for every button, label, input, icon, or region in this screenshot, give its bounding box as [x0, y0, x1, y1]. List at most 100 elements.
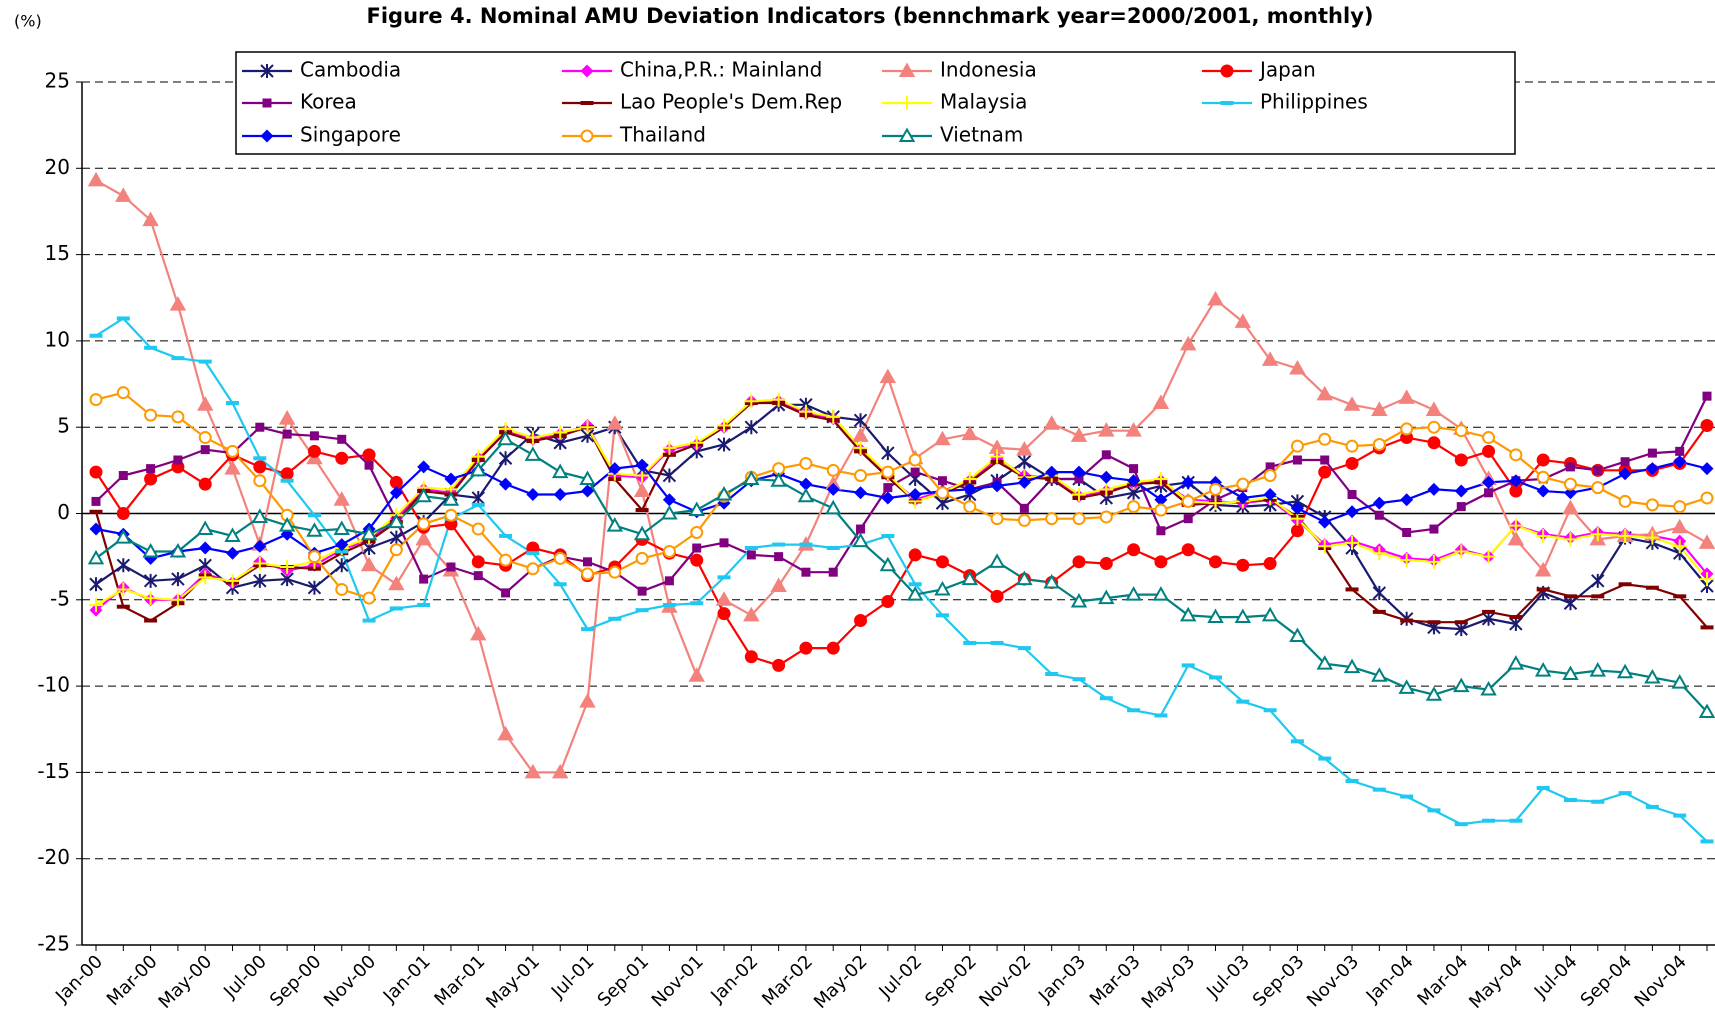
marker: [1563, 594, 1577, 599]
marker: [526, 551, 540, 556]
marker: [635, 551, 649, 565]
marker: [1017, 475, 1031, 489]
marker: [1482, 609, 1496, 614]
marker: [1400, 493, 1414, 507]
marker: [1099, 482, 1114, 497]
marker: [1563, 596, 1578, 611]
marker: [389, 530, 404, 545]
x-tick-label: May-01: [482, 951, 544, 1013]
marker: [282, 429, 292, 439]
marker: [1072, 677, 1086, 682]
marker: [799, 641, 813, 655]
marker: [990, 479, 1004, 493]
marker: [1618, 582, 1632, 587]
marker: [1125, 586, 1142, 601]
marker: [1099, 510, 1113, 524]
marker: [1127, 474, 1141, 488]
y-tick-label: 15: [45, 241, 70, 265]
marker: [988, 553, 1006, 568]
marker: [797, 487, 815, 503]
marker: [89, 597, 103, 612]
legend-box: [235, 51, 1516, 155]
marker: [362, 448, 376, 462]
x-tick-label: Jan-00: [51, 951, 107, 1007]
marker: [389, 543, 403, 557]
marker: [1536, 484, 1550, 498]
marker: [471, 490, 485, 505]
marker: [1289, 359, 1306, 375]
marker: [799, 542, 813, 547]
legend-label: Korea: [300, 90, 357, 114]
marker: [690, 525, 704, 539]
marker: [144, 618, 158, 623]
x-tick-label: Sep-04: [1577, 951, 1637, 1011]
marker: [1289, 627, 1306, 643]
marker: [1154, 555, 1168, 569]
marker: [1645, 498, 1659, 512]
marker: [1127, 500, 1141, 514]
marker: [335, 549, 349, 554]
marker: [255, 422, 265, 432]
marker: [1673, 455, 1687, 469]
marker: [253, 460, 267, 474]
marker: [662, 440, 677, 455]
marker: [280, 467, 294, 481]
marker: [717, 607, 731, 621]
marker: [1071, 487, 1086, 502]
legend-label: Malaysia: [940, 90, 1027, 114]
marker: [772, 542, 786, 547]
series-markers: [89, 394, 1714, 617]
marker: [501, 588, 511, 598]
marker: [1589, 662, 1606, 677]
marker: [169, 542, 187, 558]
marker: [1234, 313, 1252, 328]
marker: [225, 573, 240, 588]
marker: [173, 455, 183, 465]
marker: [1645, 804, 1659, 809]
marker: [1290, 524, 1304, 538]
marker: [253, 456, 267, 461]
legend-marker: [898, 62, 916, 77]
marker: [690, 553, 704, 567]
y-tick-label: -10: [37, 673, 70, 697]
marker: [1345, 535, 1360, 550]
marker: [1482, 444, 1496, 458]
marker: [688, 667, 705, 682]
marker: [883, 483, 893, 493]
marker: [1070, 592, 1088, 608]
marker: [470, 625, 487, 641]
marker: [1563, 477, 1577, 491]
marker: [1454, 622, 1468, 637]
marker: [1562, 665, 1579, 681]
marker: [1671, 518, 1688, 534]
marker: [1645, 530, 1660, 545]
marker: [934, 580, 951, 596]
marker: [1099, 696, 1113, 701]
y-tick-label: 10: [45, 327, 70, 351]
marker: [1591, 573, 1605, 588]
marker: [770, 472, 787, 487]
marker: [144, 345, 158, 350]
marker: [1209, 675, 1223, 680]
marker: [633, 482, 651, 498]
marker: [253, 539, 267, 553]
marker: [1591, 594, 1605, 599]
series-line: [95, 179, 1708, 774]
marker: [226, 546, 240, 560]
marker: [635, 608, 649, 613]
marker: [1318, 465, 1332, 479]
marker: [1481, 611, 1496, 626]
marker: [743, 606, 760, 622]
marker: [1154, 503, 1168, 517]
legend: Cambodia China,P.R.: Mainland Indonesia Jap…: [235, 51, 1516, 155]
marker: [1263, 557, 1277, 571]
marker: [309, 431, 319, 441]
marker: [335, 538, 349, 552]
marker: [1563, 532, 1578, 547]
marker: [1400, 422, 1414, 436]
marker: [1372, 437, 1386, 451]
marker: [200, 445, 210, 455]
x-tick-label: Jan-04: [1362, 951, 1418, 1007]
marker: [197, 396, 214, 411]
